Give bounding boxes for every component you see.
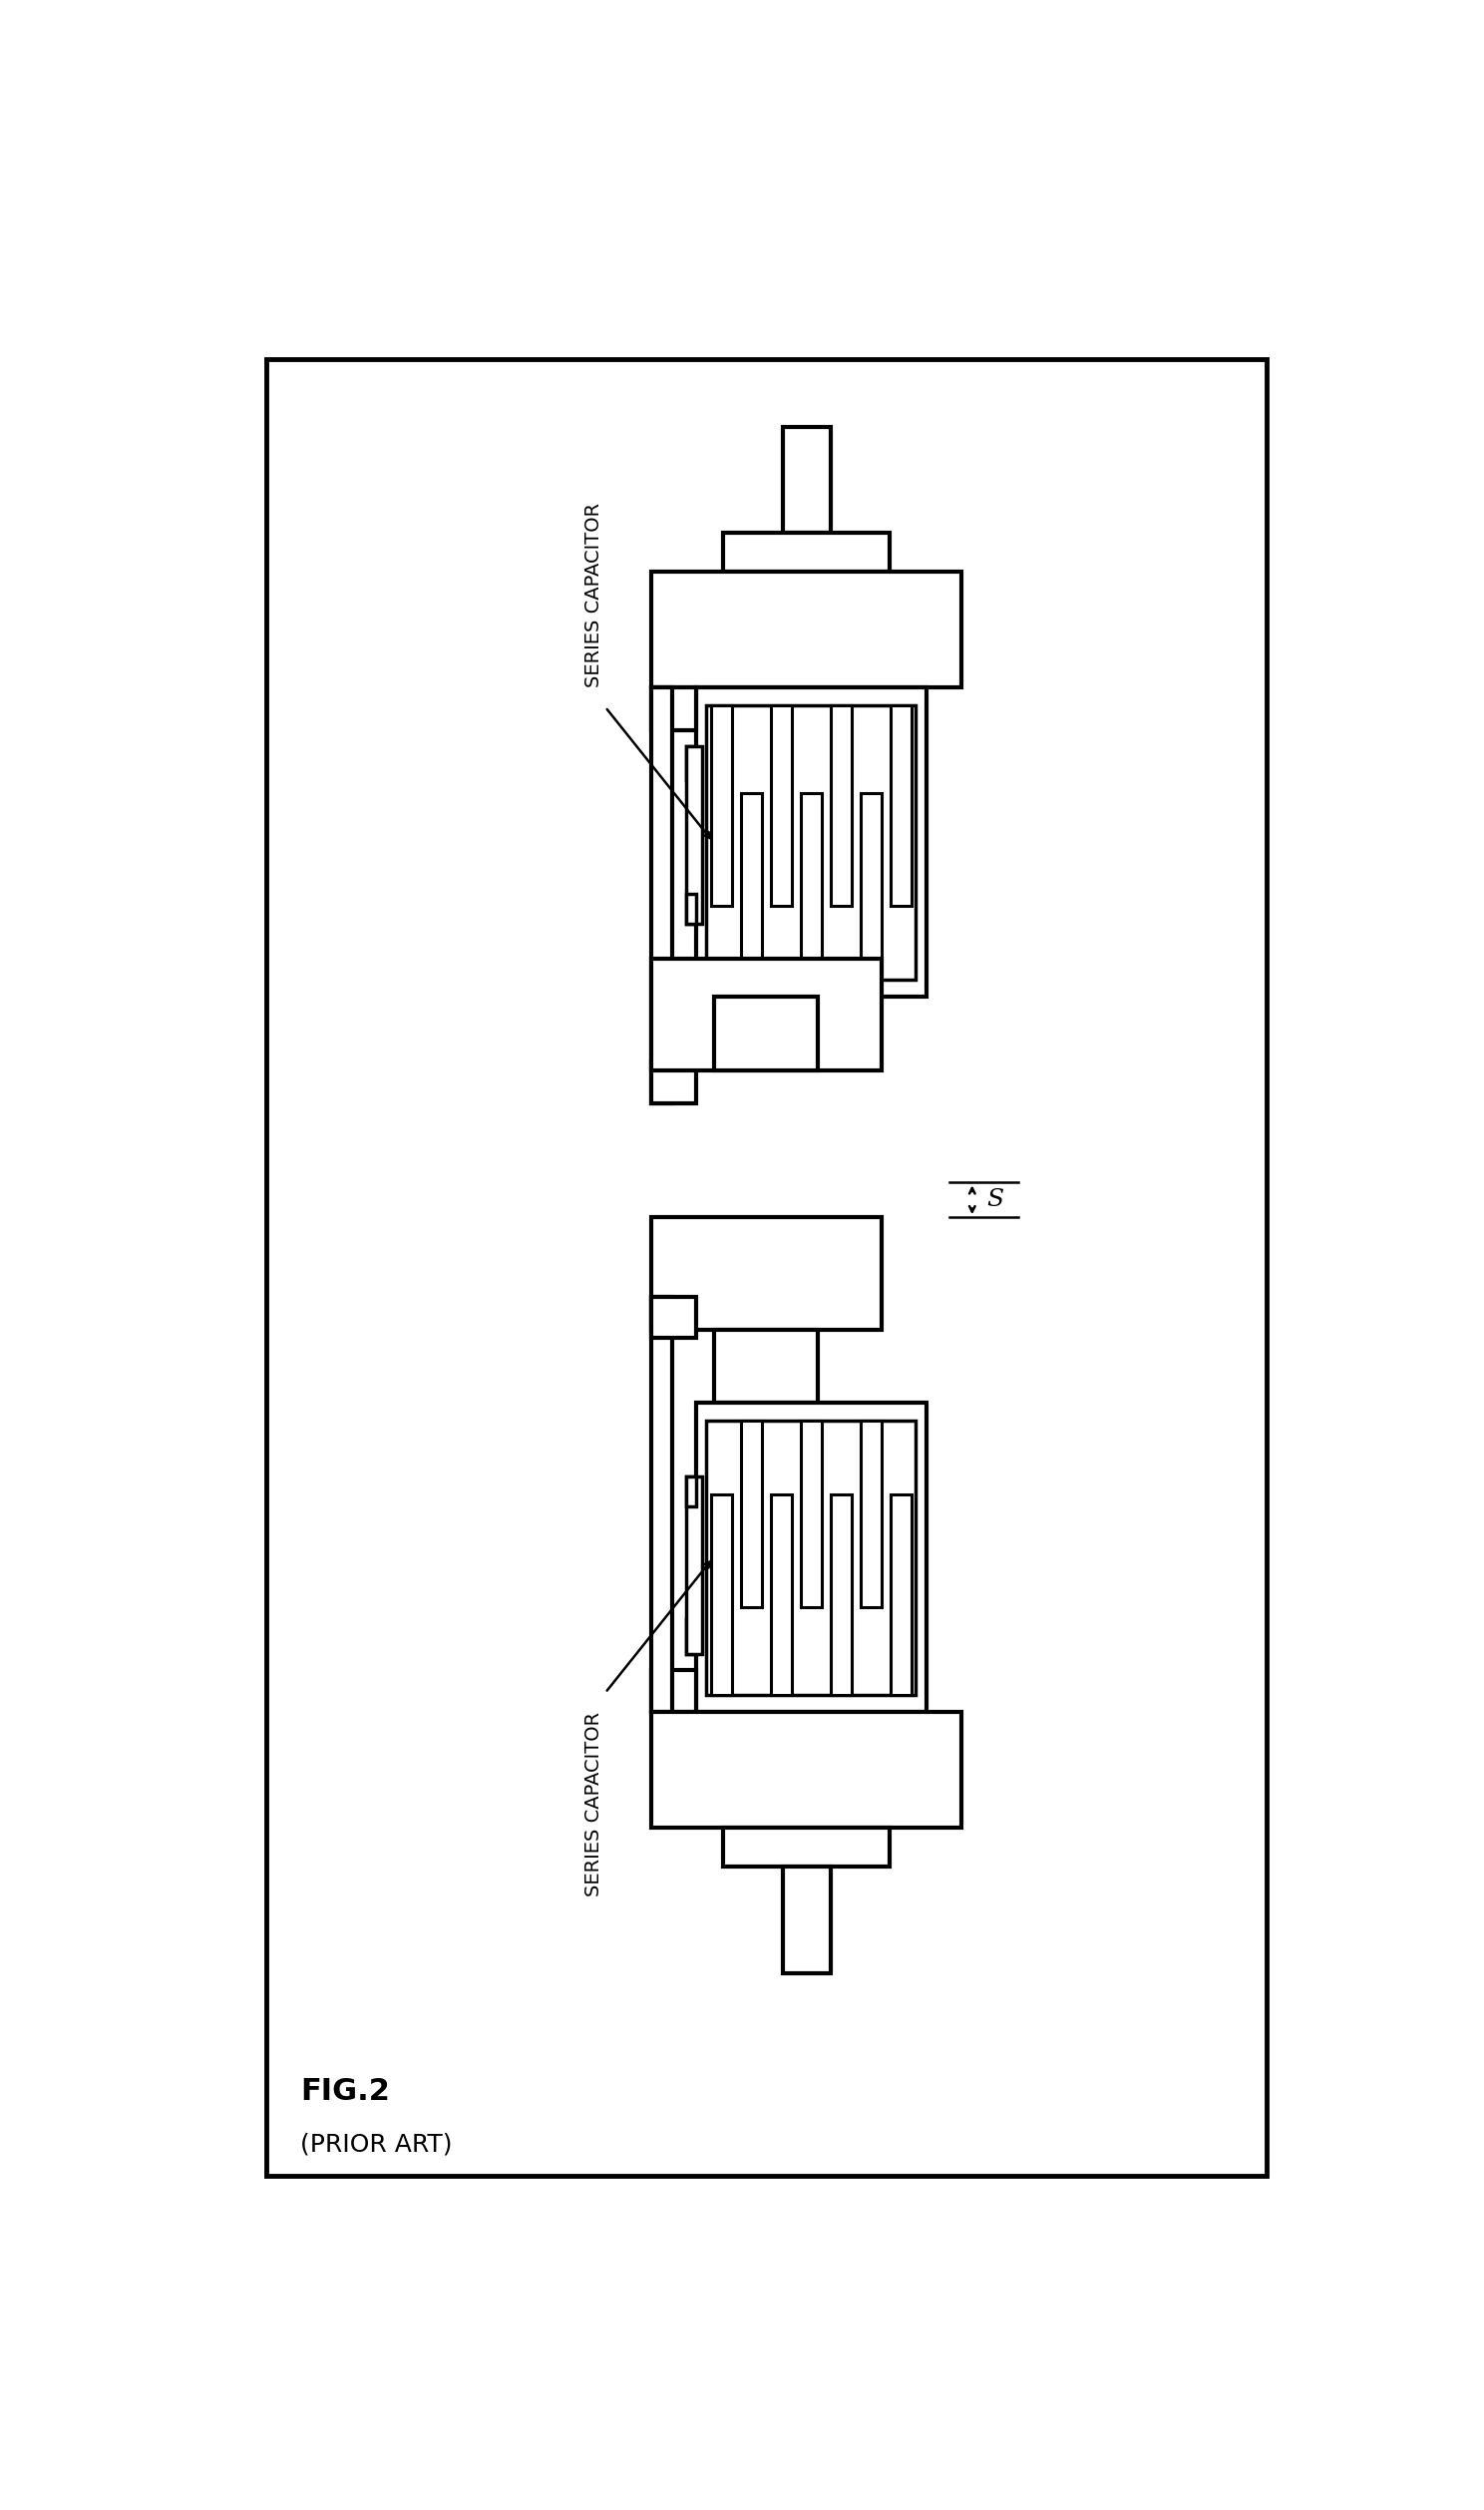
Bar — [711, 705, 732, 906]
Bar — [651, 1712, 962, 1827]
Bar — [861, 793, 881, 979]
Bar — [741, 793, 761, 979]
Bar — [686, 894, 696, 924]
Bar — [651, 688, 672, 1104]
Bar — [890, 705, 911, 906]
Bar — [651, 572, 962, 688]
Text: (PRIOR ART): (PRIOR ART) — [300, 2134, 453, 2156]
Bar — [651, 1298, 696, 1338]
Bar — [686, 1619, 696, 1654]
Bar — [831, 705, 852, 906]
Bar — [686, 745, 702, 924]
Bar — [651, 688, 696, 730]
Bar — [801, 1421, 822, 1606]
Bar — [651, 1062, 696, 1104]
Bar — [266, 359, 1266, 2176]
Text: FIG.2: FIG.2 — [300, 2078, 390, 2106]
Bar — [706, 1421, 916, 1694]
Text: SERIES CAPACITOR: SERIES CAPACITOR — [585, 502, 604, 688]
Bar — [711, 1493, 732, 1694]
Bar — [723, 532, 890, 572]
Bar — [715, 1330, 818, 1403]
Bar — [686, 1476, 702, 1654]
Bar — [770, 1493, 791, 1694]
Bar — [715, 996, 818, 1069]
Text: S: S — [987, 1187, 1005, 1212]
Bar — [782, 427, 831, 532]
Bar — [723, 1827, 890, 1867]
Bar — [741, 1421, 761, 1606]
Bar — [686, 745, 696, 781]
Bar — [706, 705, 916, 979]
Bar — [890, 1493, 911, 1694]
Bar — [686, 1476, 696, 1506]
Bar — [782, 1867, 831, 1973]
Bar — [696, 1403, 926, 1712]
Bar — [696, 688, 926, 996]
Bar — [861, 1421, 881, 1606]
Text: SERIES CAPACITOR: SERIES CAPACITOR — [585, 1712, 604, 1898]
Bar — [801, 793, 822, 979]
Bar — [831, 1493, 852, 1694]
Bar — [651, 1298, 672, 1712]
Bar — [770, 705, 791, 906]
Bar — [651, 1669, 696, 1712]
Bar — [651, 959, 881, 1069]
Bar — [651, 1217, 881, 1330]
